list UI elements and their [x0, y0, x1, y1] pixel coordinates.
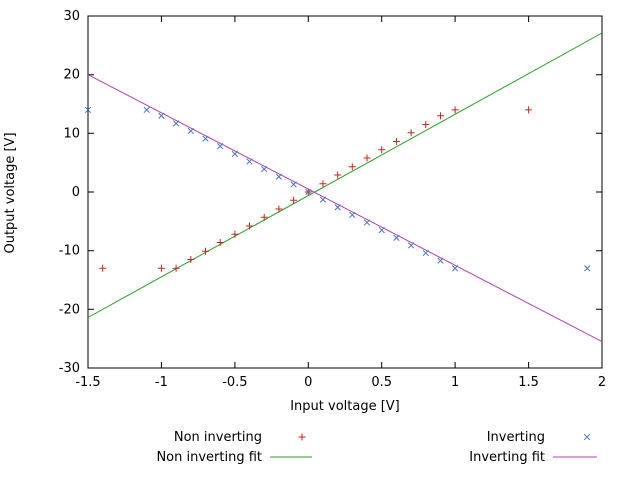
cross-marker	[584, 265, 591, 272]
cross-marker	[451, 265, 459, 272]
y-tick-label: -10	[59, 244, 80, 259]
legend-label: Non inverting fit	[156, 450, 262, 465]
cross-marker	[407, 242, 415, 249]
plus-marker	[216, 239, 224, 246]
plus-marker	[202, 247, 209, 255]
cross-marker	[334, 204, 341, 211]
x-tick-label: -1	[155, 375, 168, 390]
cross-marker	[143, 106, 150, 114]
x-tick-label: 2	[598, 375, 606, 390]
plus-marker	[363, 154, 371, 162]
cross-marker	[305, 188, 312, 196]
x-tick-label: 0	[304, 375, 312, 390]
plus-marker	[334, 171, 342, 179]
cross-marker	[363, 219, 371, 226]
plus-marker	[275, 205, 283, 213]
plus-marker	[99, 264, 107, 272]
plus-marker	[172, 264, 180, 272]
plus-marker	[525, 106, 533, 114]
cross-marker	[290, 181, 297, 188]
plot-border	[87, 15, 603, 369]
cross-marker	[583, 433, 591, 441]
cross-marker	[158, 112, 165, 119]
plus-marker	[260, 213, 268, 221]
plus-marker	[451, 106, 459, 114]
cross-marker	[84, 106, 92, 114]
plus-marker	[392, 138, 400, 145]
series-non-inverting-fit	[87, 32, 603, 318]
series-inverting	[84, 106, 591, 272]
plus-marker	[246, 222, 253, 230]
cross-marker	[349, 211, 356, 219]
plus-marker	[407, 129, 415, 137]
plus-marker	[319, 180, 327, 188]
cross-marker	[393, 234, 400, 241]
y-tick-label: 10	[63, 126, 80, 141]
cross-marker	[378, 226, 385, 234]
cross-marker	[261, 165, 268, 173]
cross-marker	[275, 173, 283, 180]
x-tick-label: 1.5	[518, 375, 539, 390]
cross-marker	[422, 249, 429, 257]
cross-marker	[187, 127, 194, 135]
x-tick-label: 0.5	[371, 375, 392, 390]
cross-marker	[319, 196, 327, 203]
x-tick-label: 1	[451, 375, 459, 390]
plus-marker	[298, 433, 306, 441]
plus-marker	[187, 256, 195, 263]
x-tick-label: -0.5	[222, 375, 247, 390]
y-tick-label: -20	[59, 302, 80, 317]
y-tick-label: 0	[72, 185, 80, 200]
plus-marker	[231, 230, 239, 238]
plus-marker	[378, 146, 386, 154]
cross-marker	[217, 143, 224, 150]
plus-marker	[157, 264, 165, 272]
cross-marker	[172, 120, 180, 127]
y-tick-label: -30	[59, 361, 80, 376]
y-tick-label: 20	[63, 68, 80, 83]
plus-marker	[422, 121, 430, 128]
y-axis-label: Output voltage [V]	[3, 132, 18, 254]
plus-marker	[348, 163, 356, 171]
cross-marker	[231, 150, 239, 158]
y-tick-label: 30	[63, 9, 80, 24]
legend: Non inverting Inverting Non inverting fit I…	[156, 430, 597, 465]
legend-label: Non inverting	[174, 430, 262, 445]
cross-marker	[437, 257, 444, 264]
legend-label: Inverting	[487, 430, 545, 445]
x-axis-label: Input voltage [V]	[290, 399, 400, 414]
plus-marker	[437, 112, 444, 120]
fit-line	[87, 74, 603, 343]
plus-marker	[290, 196, 298, 204]
x-tick-label: -1.5	[75, 375, 100, 390]
legend-label: Inverting fit	[469, 450, 545, 465]
cross-marker	[202, 135, 209, 142]
series-inverting-fit	[87, 74, 603, 343]
fit-line	[87, 32, 603, 318]
cross-marker	[246, 158, 253, 165]
series-non-inverting	[99, 106, 533, 272]
